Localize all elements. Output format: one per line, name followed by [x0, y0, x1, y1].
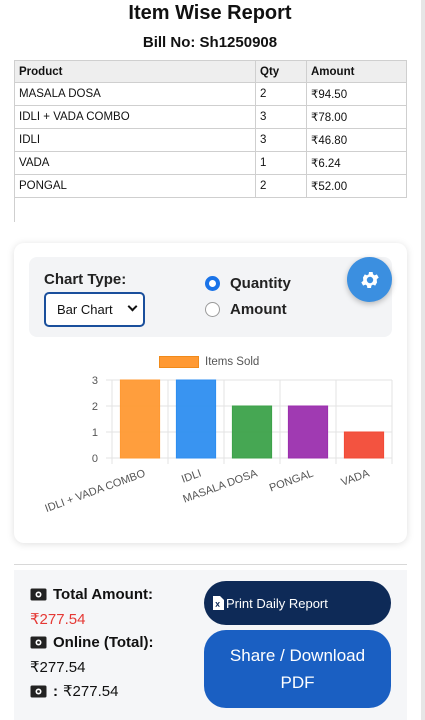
bill-number: Bill No: Sh1250908 [142, 34, 278, 51]
radio-quantity-option[interactable]: Quantity [205, 275, 291, 292]
share-download-pdf-label: Share / Download PDF [229, 646, 366, 692]
cell-amount: ₹94.50 [306, 82, 407, 106]
table-row: MASALA DOSA 2 ₹94.50 [14, 82, 407, 106]
page-title: Item Wise Report [128, 2, 292, 24]
page-edge [421, 0, 425, 720]
chart-type-select-value: Bar Chart [57, 302, 113, 317]
chart-legend[interactable]: Items Sold [159, 356, 259, 368]
bar [231, 405, 273, 459]
y-tick-label: 1 [92, 427, 98, 439]
section-divider [14, 564, 407, 565]
cell-product: MASALA DOSA [14, 82, 256, 106]
x-tick-label: IDLI + VADA COMBO [43, 467, 147, 515]
file-excel-icon [213, 596, 224, 610]
total-amount-value: ₹277.54 [30, 611, 86, 628]
legend-swatch [159, 356, 199, 368]
bar [119, 379, 161, 459]
x-tick-label: VADA [340, 467, 372, 488]
chart-card: Chart Type: Bar Chart Quantity Amount It… [14, 243, 407, 543]
bar [175, 379, 217, 459]
online-total-line: Online (Total): [30, 634, 154, 651]
items-table: Product Qty Amount MASALA DOSA 2 ₹94.50 … [14, 60, 407, 198]
money-icon [30, 685, 47, 697]
cell-amount: ₹46.80 [306, 128, 407, 152]
cell-amount: ₹78.00 [306, 105, 407, 129]
table-row: IDLI 3 ₹46.80 [14, 128, 407, 152]
money-icon [30, 588, 47, 601]
cell-qty: 3 [255, 128, 307, 152]
column-header-qty: Qty [255, 60, 307, 83]
online-total-value: ₹277.54 [30, 659, 86, 676]
chart-controls: Chart Type: Bar Chart Quantity Amount [29, 257, 392, 337]
cell-amount: ₹52.00 [306, 174, 407, 198]
legend-label: Items Sold [205, 356, 260, 368]
column-header-product: Product [14, 60, 256, 83]
radio-quantity[interactable] [205, 276, 220, 291]
print-daily-report-button[interactable]: Print Daily Report [204, 581, 391, 625]
cell-qty: 3 [255, 105, 307, 129]
x-tick-label: PONGAL [268, 468, 315, 495]
chart-type-select[interactable]: Bar Chart [44, 292, 145, 327]
y-tick-label: 3 [92, 375, 98, 387]
total-amount-line: Total Amount: [30, 586, 153, 603]
settings-button[interactable] [347, 257, 392, 302]
table-divider [14, 198, 15, 222]
money-icon [30, 636, 47, 649]
cell-qty: 1 [255, 151, 307, 175]
total-amount-label: Total Amount: [53, 586, 153, 603]
table-row: IDLI + VADA COMBO 3 ₹78.00 [14, 105, 407, 129]
share-download-pdf-button[interactable]: Share / Download PDF [204, 630, 391, 708]
cell-product: VADA [14, 151, 256, 175]
table-row: VADA 1 ₹6.24 [14, 151, 407, 175]
cell-product: IDLI [14, 128, 256, 152]
cell-amount: ₹6.24 [306, 151, 407, 175]
table-row: PONGAL 2 ₹52.00 [14, 174, 407, 198]
cash-total-line: : ₹277.54 [30, 682, 118, 700]
chevron-down-icon [127, 301, 138, 312]
y-tick-label: 2 [92, 401, 98, 413]
x-tick-label: IDLI [180, 468, 203, 486]
bar [343, 431, 385, 459]
cell-qty: 2 [255, 174, 307, 198]
radio-quantity-label: Quantity [230, 275, 291, 292]
bar [287, 405, 329, 459]
chart-type-label: Chart Type: [44, 271, 127, 288]
cell-qty: 2 [255, 82, 307, 106]
gear-icon [360, 271, 379, 288]
cell-product: IDLI + VADA COMBO [14, 105, 256, 129]
column-header-amount: Amount [306, 60, 407, 83]
summary-panel: Total Amount: ₹277.54 Online (Total): ₹2… [14, 570, 407, 720]
y-tick-label: 0 [92, 453, 98, 465]
cell-product: PONGAL [14, 174, 256, 198]
table-header-row: Product Qty Amount [14, 60, 407, 83]
print-daily-report-label: Print Daily Report [226, 595, 328, 611]
cash-total-label: : [53, 682, 58, 700]
online-total-label: Online (Total): [53, 634, 154, 651]
radio-amount-label: Amount [230, 301, 287, 318]
radio-amount-option[interactable]: Amount [205, 301, 287, 318]
radio-amount[interactable] [205, 302, 220, 317]
cash-total-value: ₹277.54 [63, 683, 119, 700]
